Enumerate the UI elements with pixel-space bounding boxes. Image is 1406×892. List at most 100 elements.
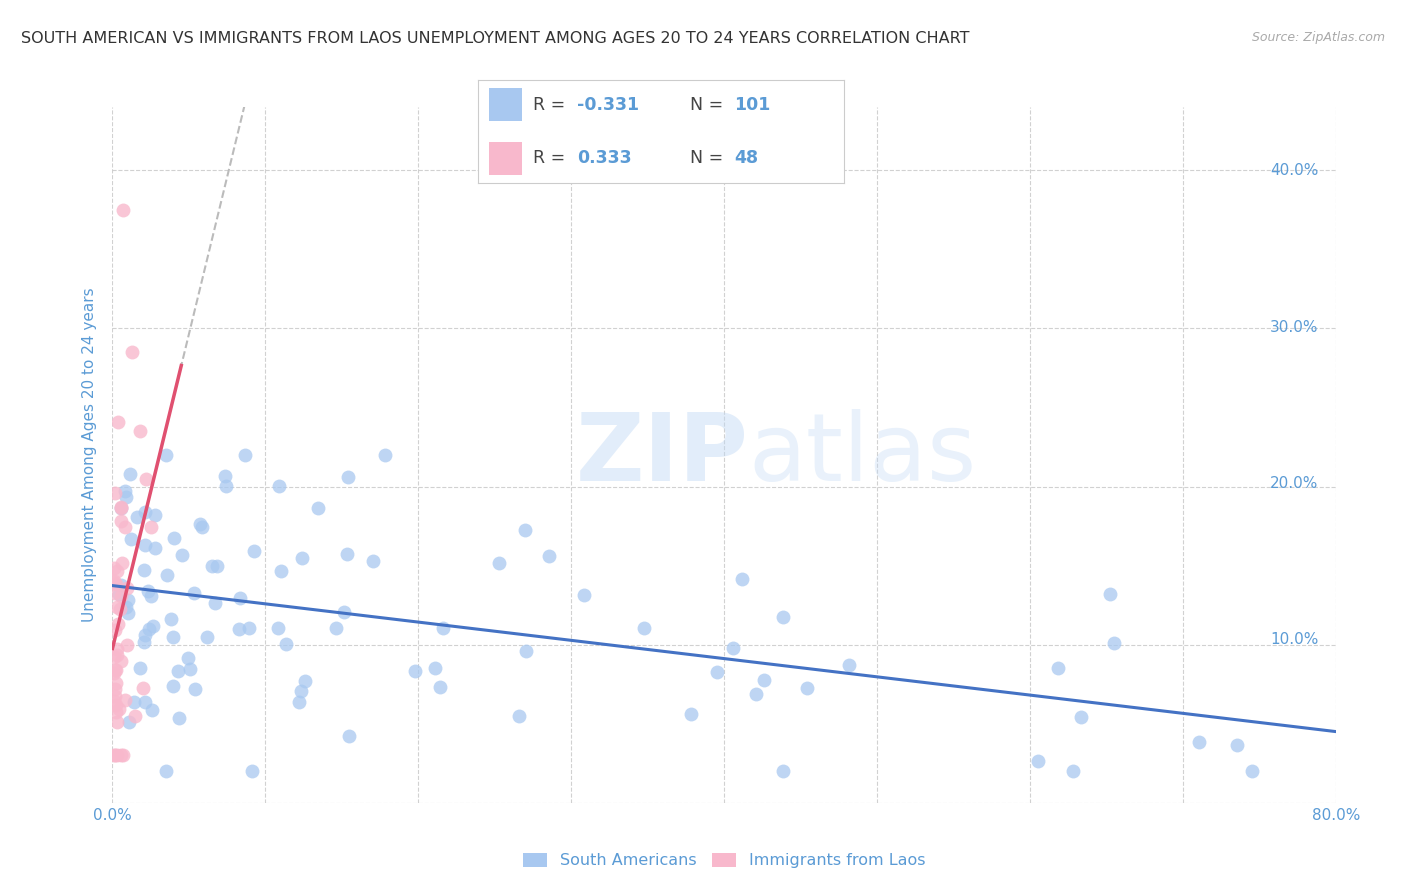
Point	[821, 650, 844, 665]
Point	[179, 586, 201, 600]
Point	[219, 624, 242, 638]
Point	[173, 550, 195, 565]
Point	[169, 611, 191, 625]
Point	[725, 566, 748, 580]
Point	[458, 614, 481, 628]
Point	[333, 545, 356, 559]
Point	[375, 721, 398, 735]
Point	[249, 624, 271, 638]
Point	[332, 676, 354, 690]
Point	[166, 740, 188, 755]
Point	[681, 699, 703, 714]
Point	[190, 654, 212, 668]
Point	[1166, 730, 1188, 744]
Point	[166, 674, 188, 689]
Point	[264, 465, 287, 479]
Point	[167, 668, 190, 682]
Point	[396, 549, 419, 563]
Point	[176, 479, 198, 493]
Point	[194, 533, 217, 547]
Point	[226, 541, 249, 556]
Point	[457, 673, 479, 687]
Point	[783, 673, 806, 688]
Point	[184, 687, 207, 701]
Text: 0.333: 0.333	[576, 149, 631, 167]
Point	[172, 740, 194, 755]
Point	[219, 525, 242, 540]
Point	[638, 615, 661, 629]
Point	[169, 640, 191, 655]
Point	[1180, 756, 1202, 770]
Text: Source: ZipAtlas.com: Source: ZipAtlas.com	[1251, 31, 1385, 45]
Point	[193, 621, 215, 635]
Point	[191, 673, 214, 687]
Bar	[489, 142, 522, 175]
Point	[170, 581, 193, 595]
Point	[167, 615, 190, 630]
Point	[451, 654, 474, 668]
Point	[169, 706, 191, 721]
Point	[193, 628, 215, 642]
Point	[745, 665, 768, 680]
Point	[166, 659, 188, 673]
Point	[256, 590, 278, 604]
Point	[169, 634, 191, 648]
Point	[193, 557, 215, 571]
Point	[167, 571, 190, 585]
Point	[166, 686, 188, 700]
Point	[374, 465, 396, 479]
Point	[336, 667, 359, 681]
Point	[315, 558, 337, 573]
Point	[288, 756, 311, 770]
Point	[173, 647, 195, 661]
Point	[167, 697, 190, 711]
Point	[1007, 654, 1029, 668]
Point	[177, 484, 200, 499]
Point	[990, 746, 1012, 760]
Point	[224, 703, 246, 717]
Point	[186, 701, 208, 715]
Point	[243, 511, 266, 525]
Point	[167, 681, 190, 696]
Point	[509, 549, 531, 564]
Point	[170, 694, 193, 708]
Legend: South Americans, Immigrants from Laos: South Americans, Immigrants from Laos	[513, 837, 928, 865]
Point	[347, 496, 370, 510]
Point	[174, 740, 197, 755]
Point	[374, 541, 396, 556]
Point	[180, 463, 202, 477]
Point	[177, 632, 200, 646]
Point	[202, 535, 225, 549]
Point	[762, 756, 785, 770]
Point	[277, 615, 299, 630]
Point	[1053, 581, 1076, 595]
Point	[167, 690, 190, 704]
Point	[166, 580, 188, 594]
Text: N =: N =	[690, 96, 728, 114]
Point	[257, 552, 280, 566]
Point	[363, 614, 385, 628]
Point	[406, 443, 429, 458]
Point	[238, 580, 260, 594]
Point	[1133, 727, 1156, 741]
Point	[217, 605, 239, 619]
Point	[214, 562, 236, 576]
Point	[173, 582, 195, 597]
Point	[717, 634, 740, 648]
Point	[202, 502, 225, 516]
Point	[703, 657, 725, 672]
Point	[176, 515, 198, 529]
Point	[195, 578, 218, 592]
Point	[278, 584, 301, 599]
Point	[201, 612, 224, 626]
Point	[762, 604, 785, 618]
Point	[319, 631, 342, 645]
Point	[1019, 756, 1042, 770]
Point	[433, 657, 456, 671]
Point	[183, 342, 205, 356]
Point	[173, 496, 195, 510]
Point	[176, 685, 198, 699]
Point	[198, 515, 221, 529]
Point	[200, 695, 222, 709]
Point	[169, 411, 191, 425]
